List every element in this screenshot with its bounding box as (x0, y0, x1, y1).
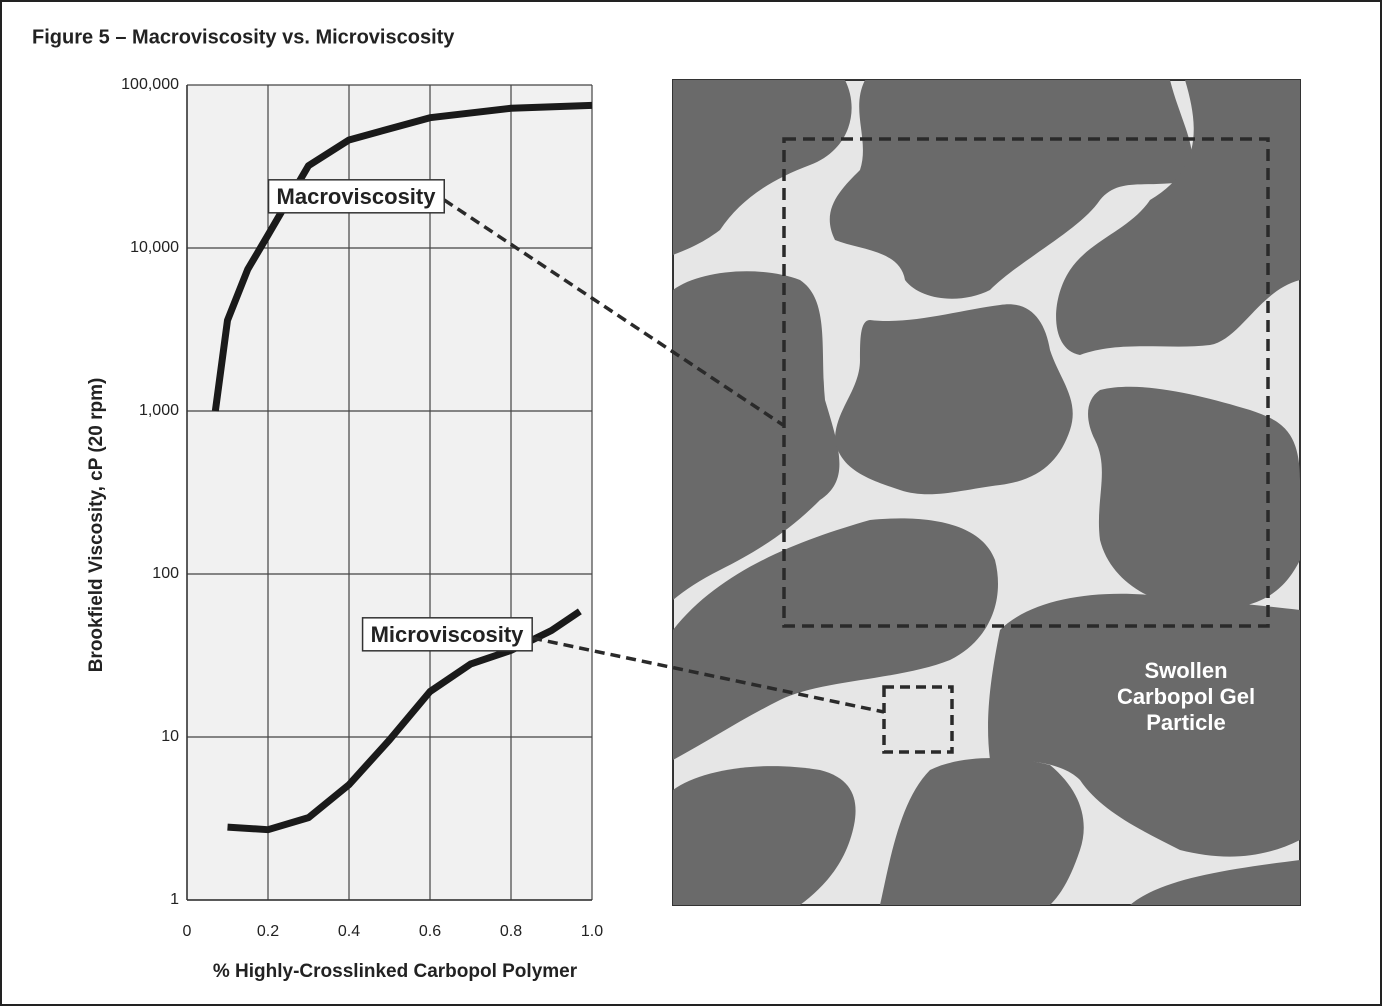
series-line (211, 101, 593, 412)
x-tick-label: 0.6 (419, 923, 441, 940)
diagram-label: Carbopol Gel (1117, 684, 1255, 709)
y-tick-label: 1,000 (139, 402, 179, 419)
x-axis-label: % Highly-Crosslinked Carbopol Polymer (213, 961, 578, 982)
series-label: Macroviscosity (277, 184, 437, 209)
y-tick-label: 100 (152, 565, 179, 582)
figure-title: Figure 5 – Macroviscosity vs. Microvisco… (32, 26, 455, 48)
x-tick-label: 1.0 (581, 923, 603, 940)
connector (531, 636, 885, 714)
gel-diagram: Swollen Carbopol Gel Particle (672, 79, 1301, 906)
x-tick-label: 0.2 (257, 923, 279, 940)
label-box (361, 617, 533, 652)
plot: 0 0.2 0.4 0.6 0.8 1.0 1 10 100 1,000 10,000 100,000 (121, 76, 603, 940)
plot-area (187, 85, 592, 900)
series-label: Microviscosity (371, 622, 525, 647)
diagram-label: Particle (1146, 710, 1226, 735)
y-tick-label: 1 (170, 891, 179, 908)
x-tick-label: 0.8 (500, 923, 522, 940)
y-tick-label: 100,000 (121, 76, 179, 93)
gel-particles (673, 80, 1300, 905)
macro-region (782, 137, 1270, 628)
label-box (267, 179, 445, 214)
x-tick-label: 0 (183, 923, 192, 940)
connector (443, 198, 784, 427)
diagram-label: Swollen (1144, 658, 1227, 683)
x-tick-label: 0.4 (338, 923, 360, 940)
y-tick-label: 10,000 (130, 239, 179, 256)
y-tick-label: 10 (161, 728, 179, 745)
y-axis-label: Brookfield Viscosity, cP (20 rpm) (86, 378, 107, 673)
micro-region (882, 685, 954, 754)
